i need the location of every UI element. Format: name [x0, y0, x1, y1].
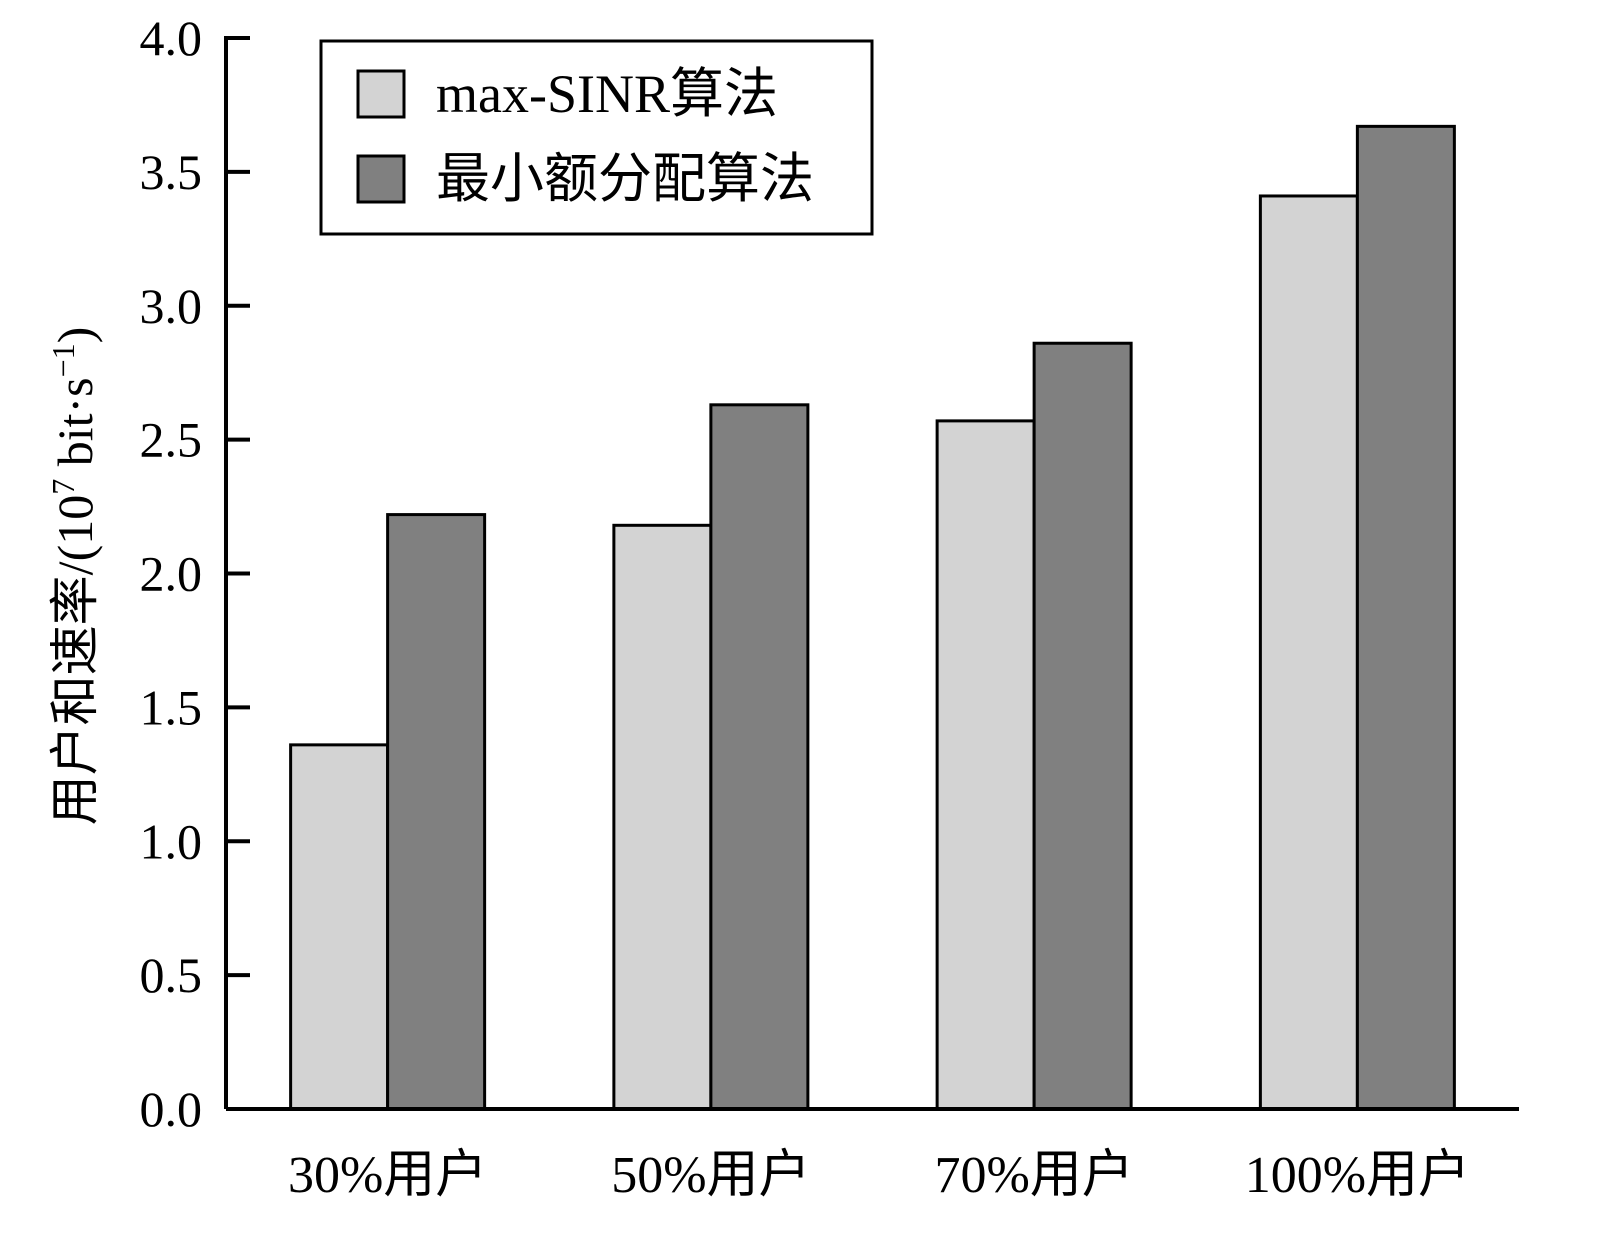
y-tick-label: 2.5 — [140, 412, 203, 468]
y-axis-title: 用户和速率/(107 bit·s−1) — [45, 327, 103, 826]
bar-min-allocation-1 — [386, 513, 487, 1111]
y-tick-label: 1.5 — [140, 679, 203, 735]
legend-swatch-max-sinr — [356, 69, 406, 119]
y-tick-label: 4.0 — [140, 10, 203, 66]
x-category-label: 30%用户 — [288, 1147, 487, 1204]
legend-box — [319, 39, 874, 236]
bar-max-sinr-1 — [289, 743, 390, 1111]
x-category-label: 50%用户 — [611, 1147, 810, 1204]
y-tick-label: 0.0 — [140, 1081, 203, 1137]
legend-label-min-allocation: 最小额分配算法 — [436, 149, 814, 209]
y-tick-label: 3.0 — [140, 278, 203, 334]
x-category-label: 100%用户 — [1245, 1147, 1470, 1204]
y-ticks-group: 0.0 0.5 1.0 1.5 2.0 2.5 3.0 3.5 4.0 — [140, 10, 250, 1137]
bar-max-sinr-4 — [1258, 194, 1359, 1111]
y-tick-label: 1.0 — [140, 813, 203, 869]
y-tick-label: 0.5 — [140, 947, 203, 1003]
bar-max-sinr-3 — [935, 419, 1036, 1111]
y-tick-label: 2.0 — [140, 546, 203, 602]
legend: max-SINR算法 最小额分配算法 — [319, 39, 874, 236]
bars-group — [289, 124, 1456, 1111]
bar-min-allocation-2 — [709, 403, 810, 1111]
legend-swatch-min-allocation — [356, 154, 406, 204]
y-tick-label: 3.5 — [140, 144, 203, 200]
x-category-label: 70%用户 — [934, 1147, 1133, 1204]
legend-label-max-sinr: max-SINR算法 — [436, 64, 778, 124]
bar-max-sinr-2 — [612, 523, 713, 1111]
x-categories-group: 30%用户 50%用户 70%用户 100%用户 — [288, 1147, 1470, 1204]
bar-min-allocation-3 — [1032, 341, 1133, 1111]
bar-min-allocation-4 — [1355, 124, 1456, 1111]
